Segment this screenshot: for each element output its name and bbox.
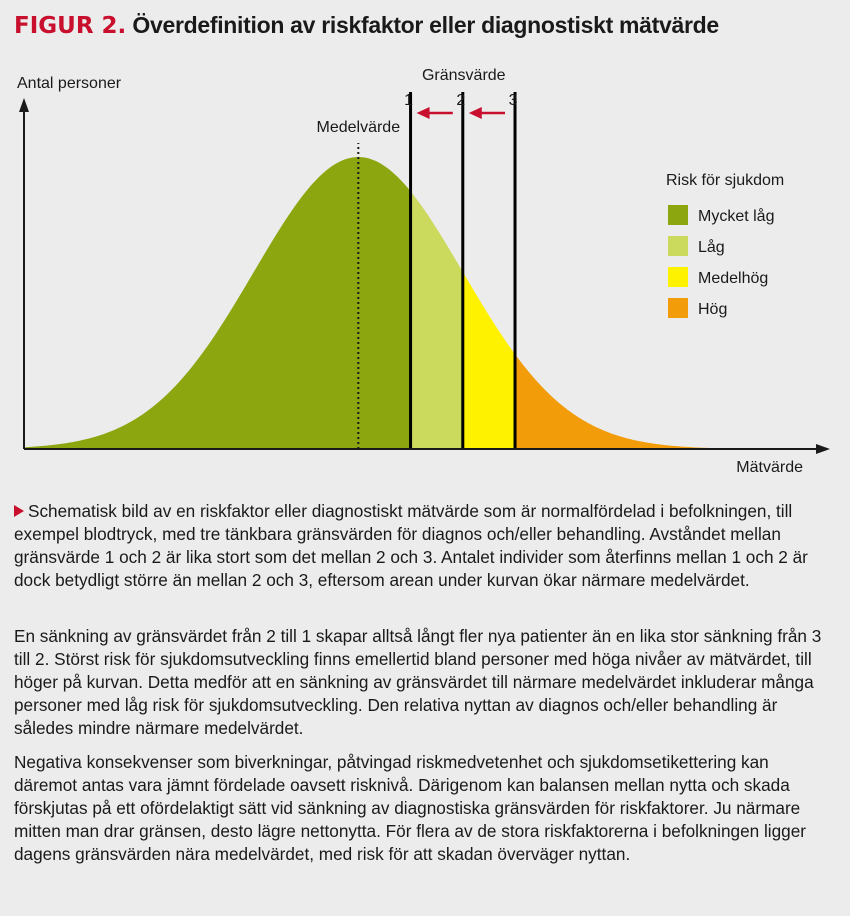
normal-distribution-chart: 1 2 3 Antal personer Mätvärde Medelvärde G… <box>17 67 830 476</box>
caption-paragraph-1: Schematisk bild av en riskfaktor eller d… <box>14 501 808 590</box>
curve-regions <box>24 157 818 449</box>
region-3 <box>462 271 516 449</box>
legend-swatch-4 <box>668 298 688 318</box>
threshold-arrows <box>416 107 506 119</box>
legend-label-3: Medelhög <box>698 270 768 287</box>
figure-label: FIGUR 2. <box>14 13 127 39</box>
legend-swatch-3 <box>668 267 688 287</box>
caption-paragraph-2: En sänkning av gränsvärdet från 2 till 1… <box>14 626 822 738</box>
legend-label-4: Hög <box>698 301 727 318</box>
region-4 <box>515 354 818 449</box>
threshold-label-3: 3 <box>509 92 518 109</box>
figure-title-text: Överdefinition av riskfaktor eller diagn… <box>132 12 719 38</box>
legend-label-2: Låg <box>698 238 725 256</box>
y-axis-arrowhead <box>19 98 29 112</box>
threshold-label-2: 2 <box>456 92 465 109</box>
y-axis-label: Antal personer <box>17 75 122 92</box>
legend-title: Risk för sjukdom <box>666 172 784 189</box>
x-axis-label: Mätvärde <box>736 459 803 476</box>
arrow-head-1 <box>416 107 430 119</box>
thresholds-title: Gränsvärde <box>422 67 506 84</box>
legend-swatch-2 <box>668 236 688 256</box>
x-axis-arrowhead <box>816 444 830 454</box>
threshold-lines: 1 2 3 <box>404 92 518 449</box>
mean-label: Medelvärde <box>317 119 401 136</box>
region-2 <box>410 191 463 449</box>
arrow-head-2 <box>468 107 482 119</box>
caption-paragraph-3: Negativa konsekvenser som biverkningar, … <box>14 752 806 864</box>
legend-swatch-1 <box>668 205 688 225</box>
region-1 <box>24 157 411 449</box>
threshold-label-1: 1 <box>404 92 413 109</box>
figure-title: FIGUR 2. Överdefinition av riskfaktor el… <box>14 12 719 39</box>
legend-label-1: Mycket låg <box>698 207 774 225</box>
legend: Mycket låg Låg Medelhög Hög <box>668 205 774 318</box>
caption-bullet-arrow-icon <box>14 505 24 517</box>
